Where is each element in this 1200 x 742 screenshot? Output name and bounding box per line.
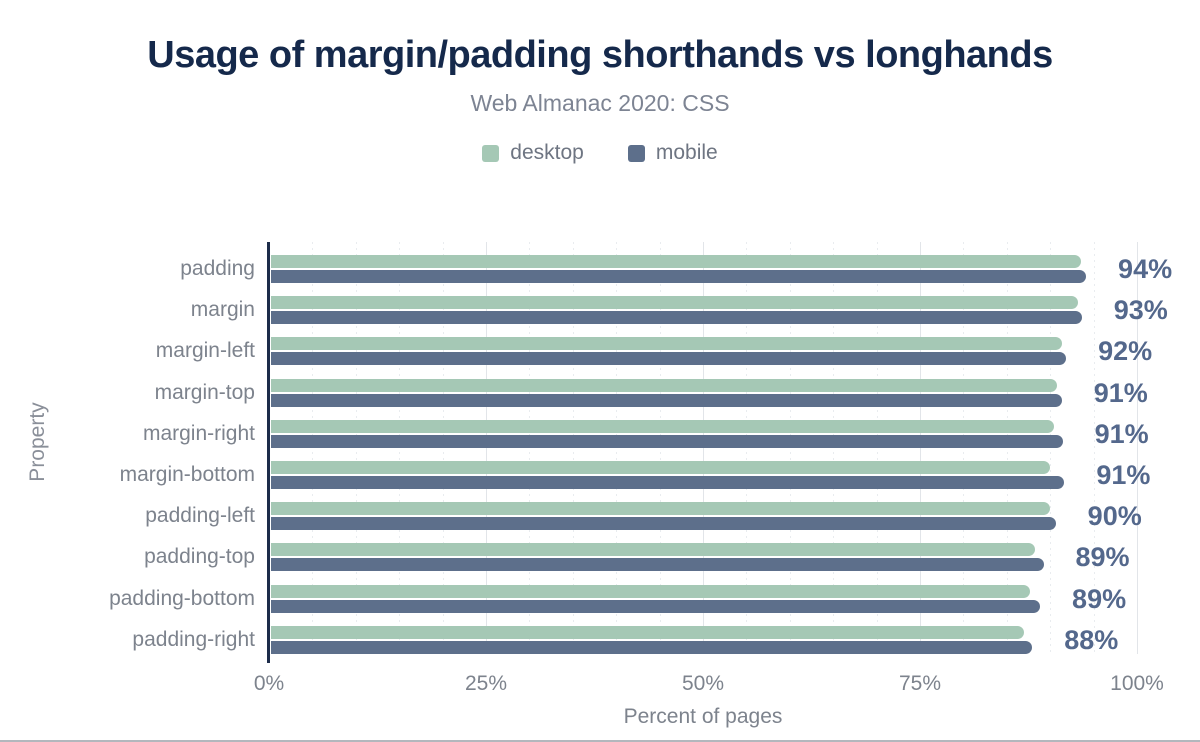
y-axis-line <box>267 242 270 663</box>
legend-item-desktop[interactable]: desktop <box>482 141 584 165</box>
plot-area: Percent of pages padding 94% margin 93% marg… <box>109 242 1172 728</box>
category-label: padding-left <box>145 504 255 528</box>
value-label: 91% <box>1093 377 1148 408</box>
chart-row: margin-bottom 91% <box>120 448 1150 489</box>
category-label: padding <box>180 257 255 280</box>
bar-mobile[interactable] <box>271 517 1056 531</box>
x-tick-label: 25% <box>464 672 508 695</box>
chart-subtitle: Web Almanac 2020: CSS <box>470 90 730 116</box>
chart-row: padding-left 90% <box>145 489 1142 531</box>
chart-row: padding-right 88% <box>132 613 1137 655</box>
x-tick-label: 50% <box>681 672 725 695</box>
bar-desktop[interactable] <box>271 502 1050 516</box>
category-label: padding-right <box>132 627 255 651</box>
x-tick-label: 0% <box>253 672 285 695</box>
chart-row: margin-left 92% <box>156 324 1152 366</box>
bar-desktop[interactable] <box>271 378 1057 392</box>
gridline <box>442 242 444 654</box>
chart-row: margin 93% <box>191 283 1168 325</box>
value-label: 91% <box>1094 418 1149 449</box>
value-label: 88% <box>1064 624 1119 655</box>
bar-desktop[interactable] <box>271 255 1081 268</box>
gridline <box>746 242 748 654</box>
value-label: 92% <box>1098 336 1153 367</box>
gridline <box>616 242 618 654</box>
gridline <box>312 242 314 654</box>
gridline <box>399 242 401 654</box>
bar-mobile[interactable] <box>271 352 1067 366</box>
bar-desktop[interactable] <box>271 584 1030 598</box>
bar-desktop[interactable] <box>271 296 1079 310</box>
bar-mobile[interactable] <box>271 599 1041 613</box>
value-label: 90% <box>1087 501 1142 532</box>
value-label: 94% <box>1118 254 1173 284</box>
bar-mobile[interactable] <box>271 476 1065 489</box>
bar-mobile[interactable] <box>271 270 1087 283</box>
legend-label: mobile <box>655 141 718 164</box>
category-label: padding-top <box>144 545 255 569</box>
chart-row: margin-right 91% <box>143 407 1149 448</box>
gridline <box>1050 242 1052 654</box>
gridline <box>486 242 487 654</box>
category-label: margin-top <box>154 380 255 404</box>
bar-desktop[interactable] <box>271 419 1054 433</box>
gridline <box>1137 242 1138 654</box>
gridline <box>572 242 574 654</box>
value-label: 89% <box>1072 583 1127 614</box>
category-label: padding-bottom <box>109 586 255 610</box>
category-label: margin-right <box>142 421 255 445</box>
chart-row: margin-top 91% <box>155 366 1148 407</box>
bar-desktop[interactable] <box>271 337 1062 351</box>
bar-mobile[interactable] <box>271 393 1062 407</box>
mobile-swatch-icon <box>627 144 645 162</box>
bar-desktop[interactable] <box>271 461 1051 474</box>
gridline <box>920 242 921 654</box>
bar-mobile[interactable] <box>271 558 1044 572</box>
value-label: 93% <box>1113 295 1168 326</box>
category-label: margin <box>190 298 255 322</box>
chart-row: padding-top 89% <box>144 530 1137 573</box>
chart-legend: desktop mobile <box>0 141 1200 165</box>
gridline <box>703 242 704 654</box>
chart-title: Usage of margin/padding shorthands vs lo… <box>147 34 1053 76</box>
gridline <box>876 242 878 654</box>
gridline <box>355 242 357 654</box>
gridline <box>1006 242 1008 654</box>
x-tick-label: 100% <box>1110 672 1164 695</box>
bar-desktop[interactable] <box>271 543 1035 557</box>
desktop-swatch-icon <box>482 144 500 162</box>
chart-row: padding 94% <box>180 242 1172 283</box>
gridline <box>963 242 965 654</box>
gridline <box>789 242 791 654</box>
gridline <box>529 242 531 654</box>
category-label: margin-bottom <box>119 463 255 486</box>
gridline <box>833 242 835 654</box>
x-axis-title: Percent of pages <box>623 705 783 728</box>
bar-mobile[interactable] <box>271 434 1063 448</box>
gridline <box>659 242 661 654</box>
value-label: 89% <box>1075 542 1130 573</box>
bar-desktop[interactable] <box>271 625 1024 639</box>
value-label: 91% <box>1096 460 1151 490</box>
chart-row: padding-bottom 89% <box>109 572 1137 614</box>
legend-label: desktop <box>510 141 584 164</box>
x-tick-label: 75% <box>898 672 942 695</box>
bar-mobile[interactable] <box>271 311 1082 325</box>
category-label: margin-left <box>155 339 255 363</box>
gridline <box>1093 242 1095 654</box>
legend-item-mobile[interactable]: mobile <box>627 141 718 165</box>
bar-mobile[interactable] <box>271 640 1033 654</box>
